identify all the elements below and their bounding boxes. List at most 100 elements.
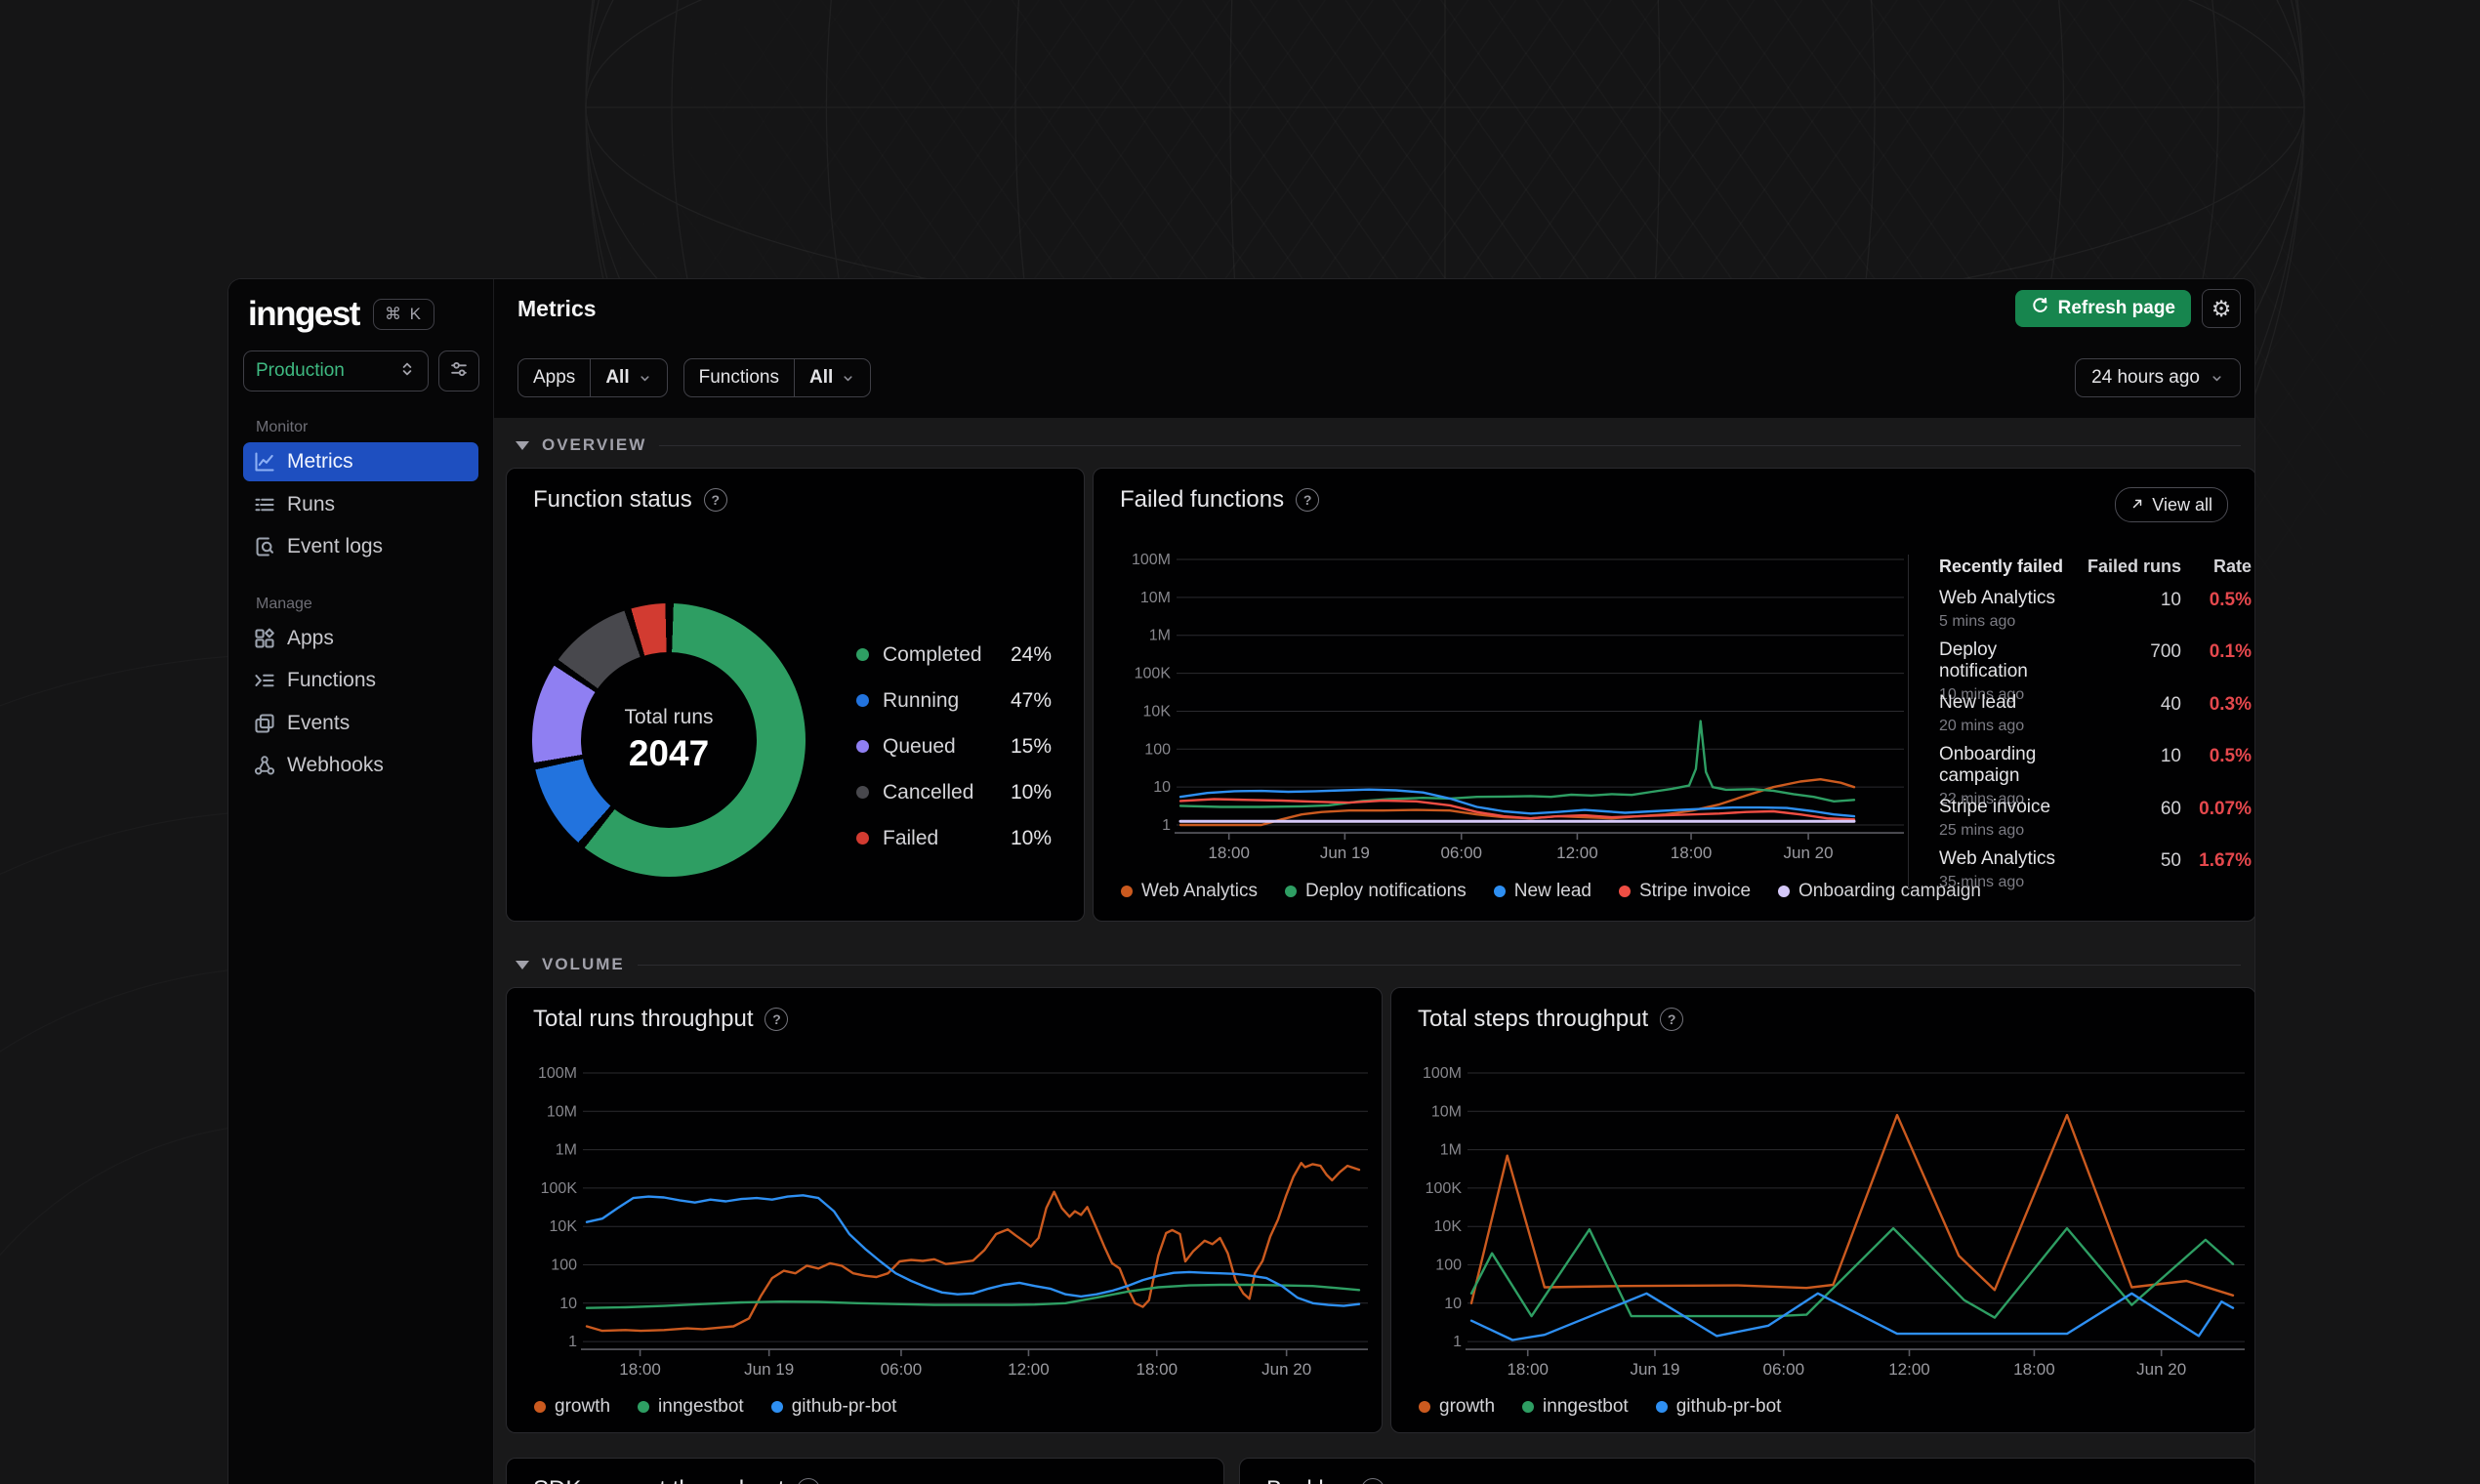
table-row[interactable]: Web Analytics 35 mins ago 50 1.67% [1939, 848, 2252, 891]
event-logs-icon [254, 536, 275, 557]
legend-row-failed: Failed 10% [856, 815, 1052, 861]
legend-label: Running [883, 688, 960, 712]
functions-icon [254, 670, 275, 691]
help-icon[interactable] [703, 488, 727, 512]
environment-row: Production [243, 350, 479, 392]
table-row[interactable]: New lead 20 mins ago 40 0.3% [1939, 692, 2252, 735]
legend-dot [1618, 886, 1631, 897]
legend-value: 24% [1010, 642, 1052, 666]
legend-label: github-pr-bot [1675, 1396, 1782, 1417]
chart-legend-item-onboarding-campaign[interactable]: Onboarding campaign [1778, 881, 1981, 902]
chart-legend-item-deploy-notifications[interactable]: Deploy notifications [1284, 881, 1467, 902]
help-icon[interactable] [1361, 1478, 1385, 1484]
functions-filter-value[interactable]: All [793, 359, 870, 396]
failed-function-name: Onboarding campaign [1939, 744, 2037, 787]
main-scroll-area[interactable]: OVERVIEW Function status Total runs 2047 [494, 418, 2254, 1484]
environment-filter-button[interactable] [438, 350, 479, 392]
sidebar-item-event-logs[interactable]: Event logs [243, 527, 478, 566]
failed-function-name: Deploy notification [1939, 639, 2028, 682]
collapse-triangle-icon [516, 960, 529, 969]
failed-functions-title: Failed functions [1120, 486, 1285, 513]
backlog-title-row: Backlog [1266, 1476, 1385, 1484]
total-runs-chart-legend: growth inngestbot github-pr-bot [534, 1396, 896, 1418]
legend-dot [1419, 1401, 1430, 1413]
chart-legend-item-web-analytics[interactable]: Web Analytics [1121, 881, 1258, 902]
failed-function-name-cell: Onboarding campaign 22 mins ago [1939, 744, 2084, 808]
app-window: inngest ⌘ K Production Monitor Metrics Run… [227, 278, 2255, 1484]
chart-legend-item-inngestbot[interactable]: inngestbot [638, 1396, 744, 1418]
functions-filter[interactable]: Functions All [682, 358, 872, 397]
sidebar-item-metrics[interactable]: Metrics [243, 442, 478, 481]
legend-value: 15% [1010, 734, 1052, 758]
overview-section-header[interactable]: OVERVIEW [516, 433, 2241, 457]
sidebar-item-functions[interactable]: Functions [243, 661, 478, 700]
svg-text:100: 100 [1435, 1257, 1462, 1274]
failed-function-name: New lead [1939, 691, 2017, 713]
sidebar-section-label-monitor: Monitor [256, 419, 309, 435]
svg-text:12:00: 12:00 [1008, 1360, 1050, 1379]
sidebar-items-monitor: Metrics Runs Event logs [243, 442, 478, 566]
sidebar-item-apps[interactable]: Apps [243, 619, 478, 658]
sidebar-section-label-manage: Manage [256, 595, 312, 612]
legend-label: New lead [1513, 881, 1591, 901]
table-row[interactable]: Onboarding campaign 22 mins ago 10 0.5% [1939, 744, 2252, 808]
failed-function-time: 10 mins ago [1939, 686, 2025, 704]
legend-dot [1493, 886, 1506, 897]
refresh-page-button[interactable]: Refresh page [2014, 290, 2191, 327]
view-all-button[interactable]: View all [2115, 487, 2228, 522]
sidebar-item-events[interactable]: Events [243, 704, 478, 743]
apps-filter-value[interactable]: All [590, 359, 666, 396]
failed-functions-chart-legend: Web Analytics Deploy notifications New lea… [1121, 881, 1981, 902]
legend-label: inngestbot [658, 1396, 744, 1417]
legend-dot [1522, 1401, 1535, 1413]
section-rule [659, 444, 2241, 446]
apps-filter[interactable]: Apps All [517, 358, 668, 397]
chevron-down-icon [841, 371, 855, 386]
column-header-rate: Rate [2212, 556, 2252, 576]
svg-text:18:00: 18:00 [1136, 1360, 1178, 1379]
legend-label: Failed [883, 826, 939, 849]
legend-value: 10% [1010, 826, 1052, 849]
table-row[interactable]: Web Analytics 5 mins ago 10 0.5% [1939, 588, 2252, 631]
help-icon[interactable] [1660, 1008, 1684, 1031]
failed-functions-chart: 100M 10M 1M 100K 10K 100 10 1 18:00 Jun 19 06:00 12… [1132, 552, 1904, 862]
legend-dot [1284, 886, 1297, 897]
failed-runs-value: 60 [2160, 798, 2181, 819]
settings-button gear-icon[interactable] [2202, 289, 2241, 328]
environment-select[interactable]: Production [243, 350, 429, 392]
logo-row: inngest ⌘ K [248, 294, 435, 335]
command-k-shortcut-badge[interactable]: ⌘ K [372, 299, 435, 330]
svg-text:Jun 20: Jun 20 [2136, 1360, 2186, 1379]
table-row[interactable]: Stripe invoice 25 mins ago 60 0.07% [1939, 797, 2252, 840]
chart-legend-item-inngestbot[interactable]: inngestbot [1522, 1396, 1629, 1418]
chart-legend-item-growth[interactable]: growth [534, 1396, 610, 1418]
chart-legend-item-growth[interactable]: growth [1419, 1396, 1495, 1418]
svg-text:10: 10 [559, 1296, 577, 1312]
column-header-recently-failed: Recently failed [1939, 556, 2064, 576]
total-runs-throughput-title: Total runs throughput [533, 1006, 754, 1032]
table-row[interactable]: Deploy notification 10 mins ago 700 0.1% [1939, 639, 2252, 704]
volume-section-header[interactable]: VOLUME [516, 953, 2241, 976]
chart-legend-item-stripe-invoice[interactable]: Stripe invoice [1618, 881, 1751, 902]
svg-text:1M: 1M [1440, 1142, 1462, 1159]
help-icon[interactable] [1296, 488, 1320, 512]
svg-text:10M: 10M [1140, 590, 1171, 606]
function-status-title-row: Function status [533, 486, 727, 514]
sidebar-item-webhooks[interactable]: Webhooks [243, 746, 478, 785]
legend-dot [1121, 886, 1133, 897]
svg-text:100: 100 [551, 1257, 577, 1274]
chart-legend-item-github-pr-bot[interactable]: github-pr-bot [1655, 1396, 1782, 1418]
sidebar-item-runs[interactable]: Runs [243, 485, 478, 524]
failed-runs-value: 10 [2160, 590, 2181, 610]
chart-legend-item-github-pr-bot[interactable]: github-pr-bot [770, 1396, 896, 1418]
failure-rate-value: 0.07% [2199, 798, 2252, 819]
time-range-select[interactable]: 24 hours ago [2075, 358, 2241, 397]
sidebar-item-label: Apps [287, 626, 334, 649]
failed-functions-title-row: Failed functions [1120, 486, 1320, 514]
chart-legend-item-new-lead[interactable]: New lead [1493, 881, 1591, 902]
failed-function-name-cell: Web Analytics 5 mins ago [1939, 588, 2084, 631]
donut-center-value: 2047 [628, 733, 710, 773]
help-icon[interactable] [765, 1008, 789, 1031]
total-steps-throughput-title: Total steps throughput [1418, 1006, 1649, 1032]
help-icon[interactable] [796, 1478, 820, 1484]
